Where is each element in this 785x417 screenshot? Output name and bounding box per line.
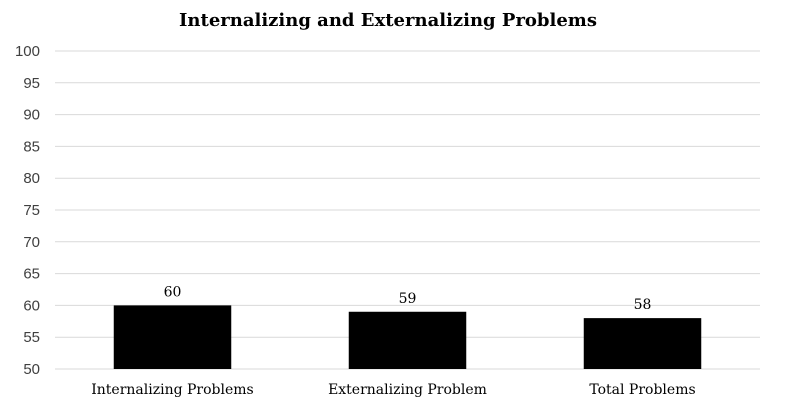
bar-value-label: 58 [634,297,652,313]
y-tick-label: 70 [23,234,40,251]
y-tick-label: 90 [23,107,40,124]
category-label: Total Problems [589,382,695,398]
category-label: Internalizing Problems [91,382,253,398]
y-axis-tick-labels: 50 55 60 65 70 75 80 85 90 95 100 [15,43,40,378]
chart-title: Internalizing and Externalizing Problems [179,10,597,31]
bar [583,318,702,369]
y-tick-label: 75 [23,202,40,219]
data-labels: 60 59 58 [164,284,652,313]
bar [113,305,232,369]
category-label: Externalizing Problem [328,382,487,398]
bar-value-label: 60 [164,284,182,300]
y-tick-label: 55 [23,329,40,346]
x-axis-category-labels: Internalizing Problems Externalizing Prob… [91,382,695,398]
bar-value-label: 59 [399,291,417,307]
y-tick-label: 100 [15,43,40,60]
y-tick-label: 80 [23,170,40,187]
y-tick-label: 50 [23,361,40,378]
y-tick-label: 95 [23,75,40,92]
bars [113,305,702,369]
bar [348,311,467,369]
y-tick-label: 85 [23,138,40,155]
y-tick-label: 60 [23,297,40,314]
y-tick-label: 65 [23,266,40,283]
